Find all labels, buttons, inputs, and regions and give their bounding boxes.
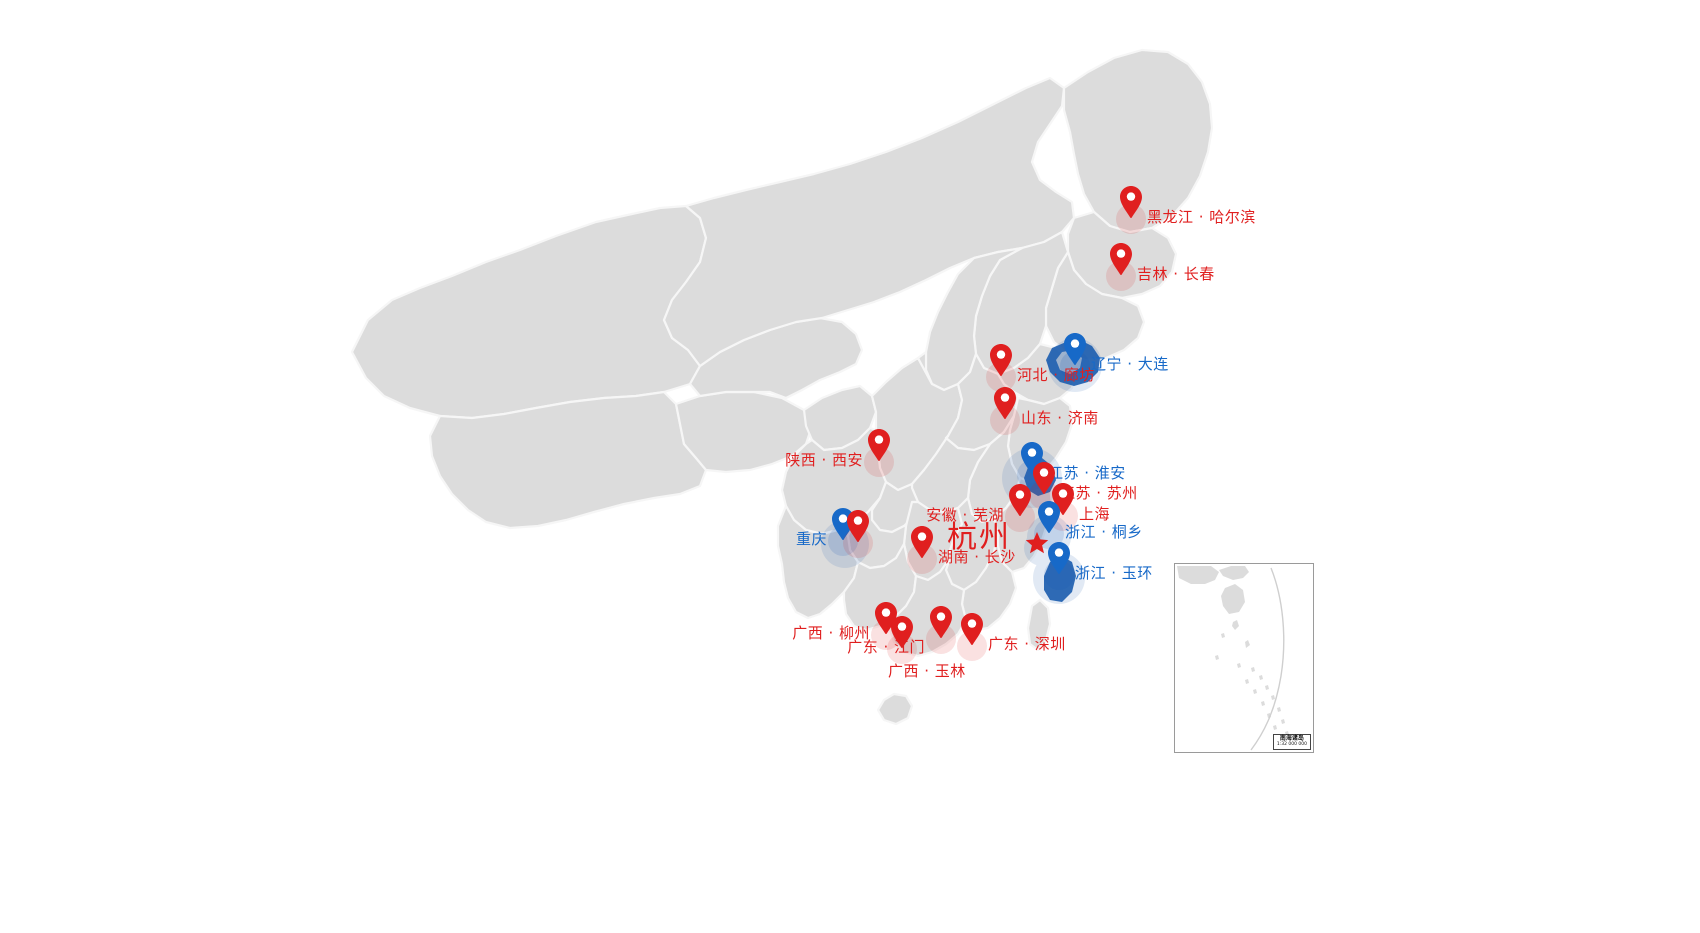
map-pin-icon: [930, 606, 952, 638]
marker-label-yuhuan: 浙江 · 玉环: [1075, 564, 1153, 582]
province-heilongjiang: [1062, 48, 1214, 234]
inset-scale-text: 1:32 000 000: [1276, 742, 1307, 748]
map-pin-icon: [1048, 542, 1070, 574]
map-pin-icon: [868, 429, 890, 461]
marker-label-liuzhou: 广西 · 柳州: [792, 624, 870, 642]
map-pin-icon: [1033, 462, 1055, 494]
star-icon: [1025, 531, 1049, 555]
map-pin-icon: [1110, 243, 1132, 275]
marker-label-jiangmen: 广东 · 江门: [847, 638, 925, 656]
halo-yuhuan: [1033, 552, 1085, 604]
map-pin-icon: [891, 616, 913, 648]
marker-label-shanghai: 上海: [1079, 505, 1111, 523]
province-hainan: [876, 692, 914, 726]
map-pin-icon: [847, 510, 869, 542]
map-pin-icon: [1120, 186, 1142, 218]
map-pin-icon: [1038, 501, 1060, 533]
marker-label-harbin: 黑龙江 · 哈尔滨: [1147, 208, 1256, 226]
south-china-sea-inset: 南海诸岛 1:32 000 000: [1174, 563, 1314, 753]
halo-dalian: [1048, 338, 1102, 392]
headquarters-label: 杭州: [947, 520, 1011, 555]
map-pin-icon: [1009, 484, 1031, 516]
marker-label-yulin: 广西 · 玉林: [888, 662, 966, 680]
marker-label-shenzhen: 广东 · 深圳: [988, 635, 1066, 653]
marker-label-huaian: 江苏 · 淮安: [1048, 464, 1126, 482]
marker-label-xian: 陕西 · 西安: [785, 451, 863, 469]
marker-label-wuhu: 安徽 · 芜湖: [926, 506, 1004, 524]
marker-label-suzhou: 江苏 · 苏州: [1060, 484, 1138, 502]
marker-label-changsha: 湖南 · 长沙: [938, 548, 1016, 566]
province-yunnan: [776, 504, 860, 620]
map-pin-icon: [961, 613, 983, 645]
highlighted-regions: [1024, 340, 1100, 602]
inset-landmasses: [1177, 566, 1289, 736]
inset-title: 南海诸岛: [1279, 735, 1304, 743]
inset-map: [1175, 564, 1313, 752]
map-pin-icon: [994, 387, 1016, 419]
marker-label-chongqing: 重庆: [795, 530, 827, 548]
marker-label-langfang: 河北 · 廊坊: [1017, 366, 1095, 384]
province-ningxia: [900, 350, 934, 386]
province-tibet: [428, 390, 708, 530]
province-xinjiang: [350, 204, 708, 420]
marker-label-changchun: 吉林 · 长春: [1137, 265, 1215, 283]
map-pin-icon: [1064, 333, 1086, 365]
marker-label-jinan: 山东 · 济南: [1021, 409, 1099, 427]
map-pin-icon: [990, 344, 1012, 376]
land-group: [350, 48, 1214, 726]
province-taiwan: [1026, 598, 1052, 652]
inset-boundary-line: [1250, 567, 1285, 751]
map-pin-icon: [911, 526, 933, 558]
highlight-zhejiang-yuhuan: [1044, 556, 1076, 602]
marker-label-dalian: 辽宁 · 大连: [1091, 355, 1169, 373]
marker-label-tongxiang: 浙江 · 桐乡: [1065, 523, 1143, 541]
inset-scale-bar: 南海诸岛 1:32 000 000: [1272, 734, 1311, 750]
